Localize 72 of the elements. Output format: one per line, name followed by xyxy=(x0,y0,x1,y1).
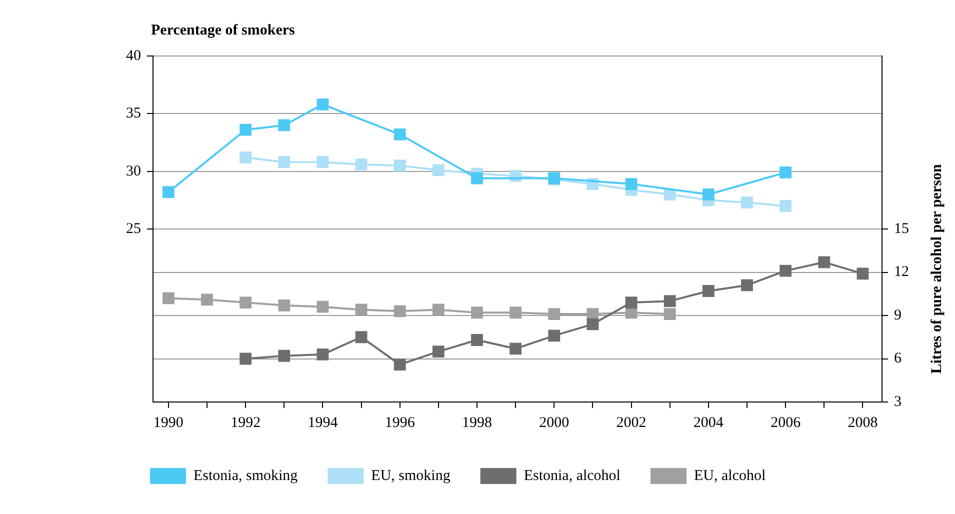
point xyxy=(741,279,753,292)
y2-tick-label: 15 xyxy=(894,220,909,237)
point xyxy=(510,306,522,319)
x-tick-label: 1996 xyxy=(384,414,416,431)
x-tick-label: 2004 xyxy=(693,414,724,431)
point xyxy=(278,119,290,132)
point xyxy=(278,299,290,312)
x-tick-label: 1990 xyxy=(153,414,184,431)
point xyxy=(316,156,329,168)
point xyxy=(316,98,329,110)
point xyxy=(702,285,714,297)
point xyxy=(201,294,213,306)
x-tick-label: 1992 xyxy=(230,414,261,431)
x-tick-label: 2006 xyxy=(770,414,802,431)
legend-label: Estonia, smoking xyxy=(194,468,298,484)
point xyxy=(162,292,174,304)
x-tick-label: 1994 xyxy=(308,414,338,431)
point xyxy=(780,264,792,277)
point xyxy=(702,188,714,200)
x-tick-label: 2000 xyxy=(539,414,570,431)
point xyxy=(316,300,329,313)
x-tick-label: 1998 xyxy=(462,414,492,431)
point xyxy=(278,350,290,362)
x-tick-label: 2002 xyxy=(616,414,646,431)
point xyxy=(548,308,560,320)
legend-label: EU, alcohol xyxy=(694,468,766,484)
point xyxy=(240,152,252,164)
y-tick-label: 35 xyxy=(126,106,141,122)
point xyxy=(278,156,290,168)
point xyxy=(240,352,252,365)
point xyxy=(162,186,174,198)
point xyxy=(394,305,406,318)
point xyxy=(432,346,444,358)
point xyxy=(856,268,869,280)
point xyxy=(355,158,368,170)
point xyxy=(471,172,483,184)
y2-tick-label: 9 xyxy=(894,307,902,324)
point xyxy=(240,124,252,136)
point xyxy=(586,318,599,330)
point xyxy=(240,296,252,308)
point xyxy=(355,304,368,316)
point xyxy=(664,188,676,200)
x-tick-label: 2008 xyxy=(848,414,878,431)
y-tick-label: 25 xyxy=(126,220,141,237)
point xyxy=(394,128,406,140)
point xyxy=(471,306,483,319)
point xyxy=(355,331,368,344)
point xyxy=(818,256,830,268)
y2-tick-label: 12 xyxy=(894,264,909,280)
y-axis-title: Percentage of smokers xyxy=(151,22,296,38)
point xyxy=(548,330,560,342)
point xyxy=(664,295,676,308)
legend-label: EU, smoking xyxy=(371,468,451,484)
point xyxy=(741,196,753,208)
point xyxy=(432,164,444,176)
point xyxy=(316,348,329,360)
point xyxy=(510,342,522,355)
point xyxy=(471,334,483,346)
point xyxy=(664,308,676,320)
point xyxy=(625,296,638,308)
y2-tick-label: 6 xyxy=(894,350,902,367)
point xyxy=(780,166,792,178)
point xyxy=(394,160,406,172)
y2-axis-title: Litres of pure alcohol per person xyxy=(928,164,945,374)
y2-tick-label: 3 xyxy=(894,394,902,410)
point xyxy=(432,304,444,316)
point xyxy=(780,200,792,212)
legend-label: Estonia, alcohol xyxy=(524,468,620,484)
point xyxy=(625,178,638,190)
y-tick-label: 40 xyxy=(126,48,141,64)
point xyxy=(394,358,406,370)
y-tick-label: 30 xyxy=(126,163,141,180)
